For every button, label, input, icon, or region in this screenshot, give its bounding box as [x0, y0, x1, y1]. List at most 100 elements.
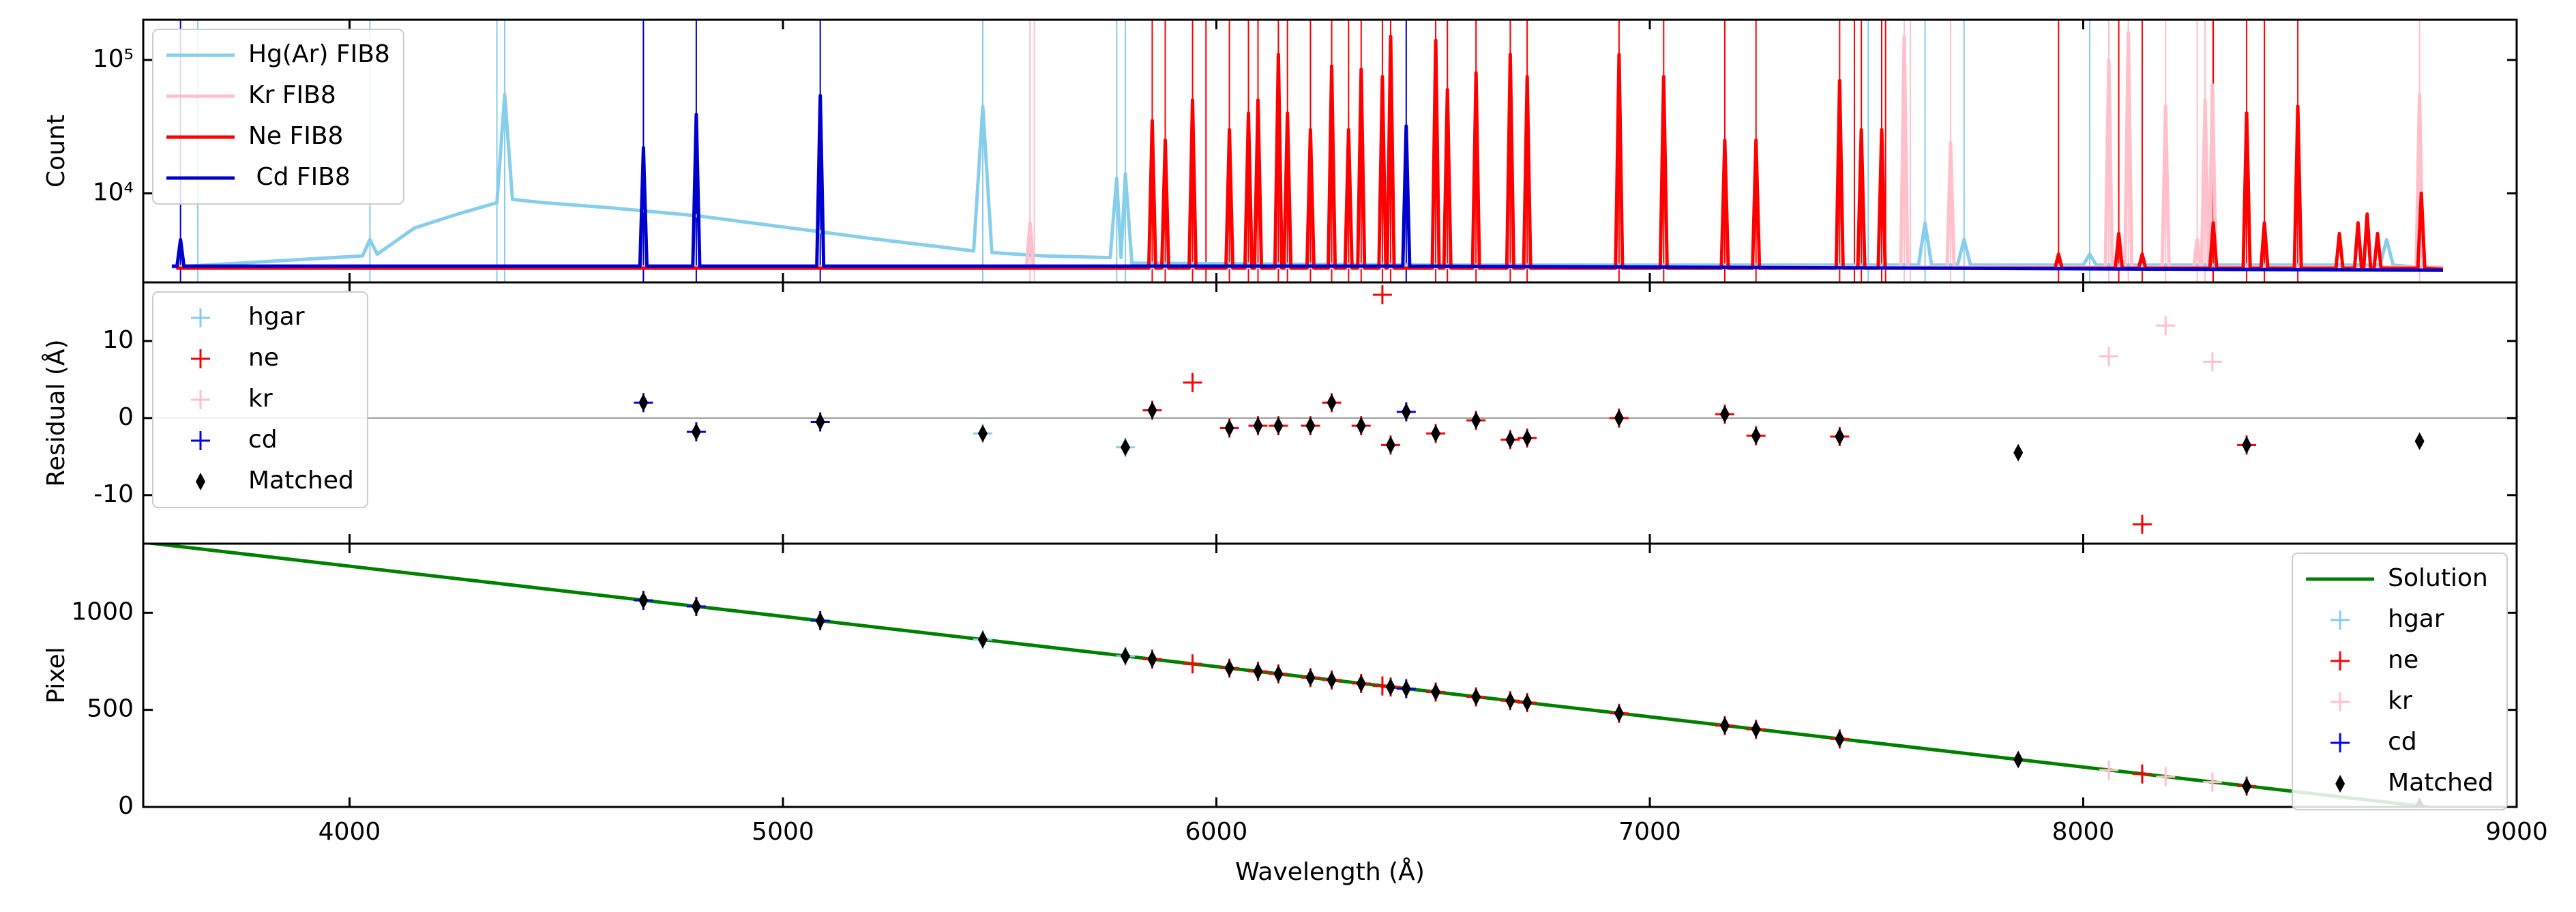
- legend: hgar ne kr cd Matched: [152, 291, 368, 508]
- plus-marker: [2132, 514, 2152, 534]
- series-line: [176, 34, 2444, 271]
- diamond-marker: [815, 612, 825, 630]
- legend-label: cd: [2388, 728, 2417, 756]
- diamond-marker: [1305, 668, 1316, 687]
- axes-frame: [142, 281, 2518, 545]
- diamond-marker: [1431, 683, 1441, 701]
- legend-box: [2292, 553, 2508, 810]
- x-tick-label: 5000: [752, 818, 814, 846]
- plus-marker: [191, 390, 210, 409]
- diamond-marker: [977, 424, 988, 443]
- diamond-marker: [2242, 777, 2252, 795]
- x-tick-label: 8000: [2052, 818, 2115, 846]
- y-tick-label: 1000: [71, 598, 134, 626]
- diamond-marker: [1273, 417, 1284, 435]
- x-tick-label: 7000: [1618, 818, 1681, 846]
- legend-label: Kr FIB8: [248, 81, 336, 109]
- y-tick-label: 500: [87, 695, 134, 723]
- plus-marker: [2330, 692, 2350, 711]
- series-line: [171, 93, 2444, 271]
- diamond-marker: [1835, 730, 1845, 748]
- x-axis-label: Wavelength (Å): [1235, 857, 1425, 886]
- y-axis-label: Residual (Å): [41, 339, 70, 486]
- x-tick-label: 4000: [319, 818, 381, 846]
- plus-marker: [2330, 651, 2350, 671]
- legend-box: [152, 29, 404, 205]
- diamond-marker: [638, 591, 649, 610]
- diamond-marker: [1356, 674, 1366, 692]
- legend-label: Hg(Ar) FIB8: [248, 40, 390, 68]
- diamond-marker: [1401, 679, 1411, 698]
- plus-marker: [2202, 352, 2222, 372]
- diamond-marker: [1505, 430, 1515, 449]
- legend-box: [152, 291, 368, 508]
- diamond-marker: [638, 394, 649, 412]
- y-tick-label: 0: [118, 792, 134, 820]
- legend-label: cd: [248, 426, 278, 454]
- legend-label: kr: [248, 385, 273, 413]
- plus-marker: [2156, 316, 2176, 336]
- y-tick-label: -10: [93, 480, 134, 508]
- diamond-marker: [1121, 647, 1131, 665]
- diamond-marker: [1719, 405, 1730, 424]
- diamond-marker: [1224, 419, 1234, 437]
- diamond-marker: [1751, 426, 1761, 445]
- diamond-marker: [1522, 694, 1533, 712]
- diamond-marker: [1431, 424, 1441, 443]
- diamond-marker: [1385, 436, 1395, 454]
- plot-area: [171, 20, 2444, 282]
- axes-frame: [142, 542, 2518, 808]
- diamond-marker: [1224, 659, 1234, 677]
- diamond-marker: [691, 423, 701, 441]
- diamond-marker: [977, 630, 988, 649]
- legend: Hg(Ar) FIB8 Kr FIB8 Ne FIB8 Cd FIB8: [152, 29, 404, 205]
- legend-label: Matched: [2388, 769, 2493, 797]
- diamond-marker: [2242, 436, 2252, 454]
- legend-label: kr: [2388, 687, 2412, 715]
- diamond-marker: [1327, 671, 1337, 689]
- diamond-marker: [815, 413, 825, 431]
- diamond-marker: [1327, 394, 1337, 412]
- diamond-marker: [1401, 402, 1411, 421]
- legend-label: Matched: [248, 467, 354, 495]
- plus-marker: [2099, 760, 2118, 780]
- plus-marker: [2132, 764, 2152, 784]
- legend: Solution hgar ne kr cd Matched: [2292, 553, 2508, 810]
- plus-marker: [191, 349, 210, 368]
- diamond-marker: [1356, 417, 1366, 435]
- diamond-marker: [1471, 411, 1481, 430]
- diamond-marker: [2013, 750, 2024, 769]
- diamond-marker: [1522, 429, 1533, 447]
- plus-marker: [191, 431, 210, 450]
- legend-label: ne: [248, 344, 279, 372]
- diamond-marker: [2335, 775, 2345, 793]
- diamond-marker: [1253, 417, 1263, 435]
- diamond-marker: [1273, 665, 1284, 683]
- y-tick-label: 10⁵: [93, 45, 134, 73]
- diamond-marker: [1385, 678, 1395, 696]
- plus-marker: [191, 308, 210, 327]
- y-tick-label: 10: [102, 326, 134, 354]
- plot-area: [143, 544, 2428, 807]
- x-tick-label: 9000: [2485, 818, 2548, 846]
- diamond-marker: [1614, 704, 1624, 722]
- plus-marker: [2330, 611, 2350, 630]
- legend-label: Ne FIB8: [248, 122, 343, 150]
- legend-label: hgar: [2388, 605, 2444, 633]
- plot-area: [143, 285, 2517, 534]
- plus-marker: [1183, 372, 1202, 392]
- legend-label: Cd FIB8: [248, 163, 351, 191]
- diamond-marker: [1147, 401, 1157, 420]
- diamond-marker: [1471, 688, 1481, 706]
- series-line: [171, 93, 2444, 272]
- plus-marker: [1372, 285, 1392, 305]
- y-tick-label: 10⁴: [93, 178, 134, 206]
- diamond-marker: [1751, 720, 1761, 739]
- y-axis-label: Count: [42, 115, 70, 188]
- diamond-marker: [2414, 432, 2425, 450]
- y-axis-label: Pixel: [42, 647, 70, 703]
- diamond-marker: [1121, 438, 1131, 456]
- diamond-marker: [691, 597, 701, 615]
- legend-label: hgar: [248, 303, 305, 331]
